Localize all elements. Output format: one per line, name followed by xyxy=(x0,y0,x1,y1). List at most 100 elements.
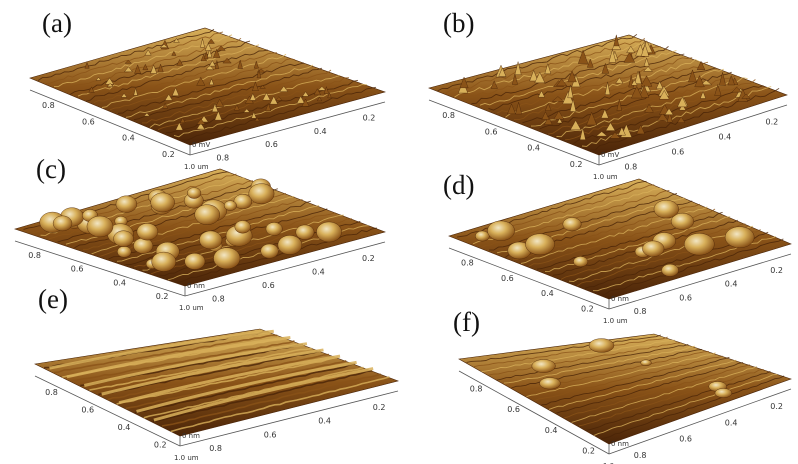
surface-peak xyxy=(144,49,152,56)
surface-texture xyxy=(437,33,638,92)
surface-grain xyxy=(113,230,134,247)
axis-line xyxy=(29,89,191,156)
surface-texture xyxy=(568,225,754,282)
surface-peak xyxy=(302,91,310,97)
surface-peak xyxy=(134,64,142,74)
surface-grain xyxy=(52,215,73,232)
panel-label: (e) xyxy=(38,284,68,314)
surface-texture xyxy=(125,64,314,118)
tick-label: 0.6 xyxy=(485,127,498,136)
surface-peak xyxy=(741,93,751,99)
tick-labels: 0.8 0.6 0.4 0.2 0.8 0.6 0.4 0.2 xyxy=(442,111,778,171)
surface-peak xyxy=(595,131,608,137)
surface-peak xyxy=(570,119,582,131)
tick-labels: 0.8 0.6 0.4 0.2 0.8 0.6 0.4 0.2 xyxy=(470,384,783,460)
surface-peak xyxy=(254,117,260,122)
afm-surface-a: 0.8 0.6 0.4 0.2 0.8 0.6 0.4 0.2 0 mV 1.0 um xyxy=(29,27,387,171)
surface-grain xyxy=(588,338,615,353)
tick-label: 0.8 xyxy=(28,251,41,260)
surface-peak xyxy=(586,58,594,68)
surface-peak xyxy=(569,98,577,112)
surface-peak xyxy=(608,48,617,63)
surface-peak xyxy=(208,78,215,86)
surface-peak xyxy=(537,90,546,98)
axis-line xyxy=(179,390,399,447)
axis-line xyxy=(608,253,792,310)
surface-texture xyxy=(496,343,689,381)
surface-peak xyxy=(253,60,259,69)
surface-peak xyxy=(252,81,259,91)
tick-label: 0.8 xyxy=(42,101,55,110)
surface-peak xyxy=(678,104,687,111)
panel-label: (f) xyxy=(453,307,480,337)
tick-label: 0.4 xyxy=(312,267,325,276)
surface-peak xyxy=(553,110,565,120)
surface-peak xyxy=(727,74,735,86)
surface-grain xyxy=(234,220,251,234)
z-unit-label: 0 nm xyxy=(187,282,205,290)
surface-grain xyxy=(640,359,652,366)
axis-line xyxy=(428,99,600,166)
surface-peak xyxy=(719,72,726,86)
surface-peak xyxy=(659,89,670,100)
surface-peak xyxy=(600,108,609,119)
surface-grain xyxy=(194,204,220,225)
surface-texture xyxy=(496,57,693,114)
surface-peak xyxy=(511,73,518,85)
surface-grain xyxy=(316,221,342,243)
surface-peak xyxy=(123,66,133,73)
surface-grain xyxy=(86,215,114,238)
surface-grain xyxy=(475,230,490,242)
surface-base xyxy=(29,27,387,146)
xy-unit-label: 1.0 um xyxy=(179,304,204,312)
surface-ridge xyxy=(153,367,374,422)
xy-unit-label: 1.0 um xyxy=(593,173,618,181)
surface-texture xyxy=(53,334,278,374)
tick-label: 0.6 xyxy=(81,405,94,414)
tick-labels: 0.8 0.6 0.4 0.2 0.8 0.6 0.4 0.2 xyxy=(45,388,385,453)
surface-grain xyxy=(115,195,138,213)
tick-label: 0.4 xyxy=(545,426,558,435)
surface-ridge xyxy=(83,342,308,387)
surface-texture xyxy=(522,67,717,124)
tick-label: 0.6 xyxy=(82,117,95,126)
surface-peak xyxy=(655,80,664,90)
surface-peak xyxy=(196,76,206,86)
surface-peak xyxy=(249,92,257,101)
panel-f: (f) 0.8 0.6 0.4 0.2 0.8 0.6 0.4 0.2 0 nm 1.0 um xyxy=(399,309,798,464)
tick-label: 0.8 xyxy=(461,259,474,268)
surface-texture xyxy=(125,360,347,410)
tick-label: 0.2 xyxy=(582,447,595,456)
surface-peak xyxy=(631,79,638,86)
afm-surface-c: 0.8 0.6 0.4 0.2 0.8 0.6 0.4 0.2 0 nm 1.0 um xyxy=(13,168,386,312)
surface-grain xyxy=(213,247,241,270)
surface-peak xyxy=(714,83,722,96)
surface-grain xyxy=(661,263,679,277)
tick-label: 0.2 xyxy=(363,114,376,123)
surface-peak xyxy=(120,93,128,98)
surface-grain xyxy=(670,212,694,230)
tick-label: 0.4 xyxy=(725,418,738,427)
z-unit-label: 0 mV xyxy=(601,151,619,159)
axis-line xyxy=(184,241,386,297)
surface-texture xyxy=(564,79,756,141)
surface-ridge xyxy=(136,360,357,413)
surface-peak xyxy=(162,102,169,109)
tick-label: 0.8 xyxy=(216,153,229,162)
surface-peak xyxy=(204,51,209,60)
surface-peak xyxy=(567,84,574,99)
surface-grain xyxy=(642,240,665,257)
surface-peak xyxy=(142,63,149,71)
surface-base xyxy=(13,168,386,287)
afm-surface-e: 0.8 0.6 0.4 0.2 0.8 0.6 0.4 0.2 0 nm 1.0 um xyxy=(34,328,400,462)
surface-texture xyxy=(488,53,685,111)
surface-peak xyxy=(316,96,323,102)
panel-b: (b) 0.8 0.6 0.4 0.2 0.8 0.6 0.4 0.2 0 mV 1.0 um xyxy=(399,0,798,181)
surface-peak xyxy=(84,61,90,69)
surface-ridge xyxy=(101,348,324,396)
axis-line xyxy=(14,240,186,297)
surface-peak xyxy=(200,38,205,48)
surface-texture xyxy=(556,362,744,414)
panel-label: (b) xyxy=(443,8,475,38)
panel-c: (c) 0.8 0.6 0.4 0.2 0.8 0.6 0.4 0.2 0 nm 1.0 um xyxy=(0,154,399,312)
